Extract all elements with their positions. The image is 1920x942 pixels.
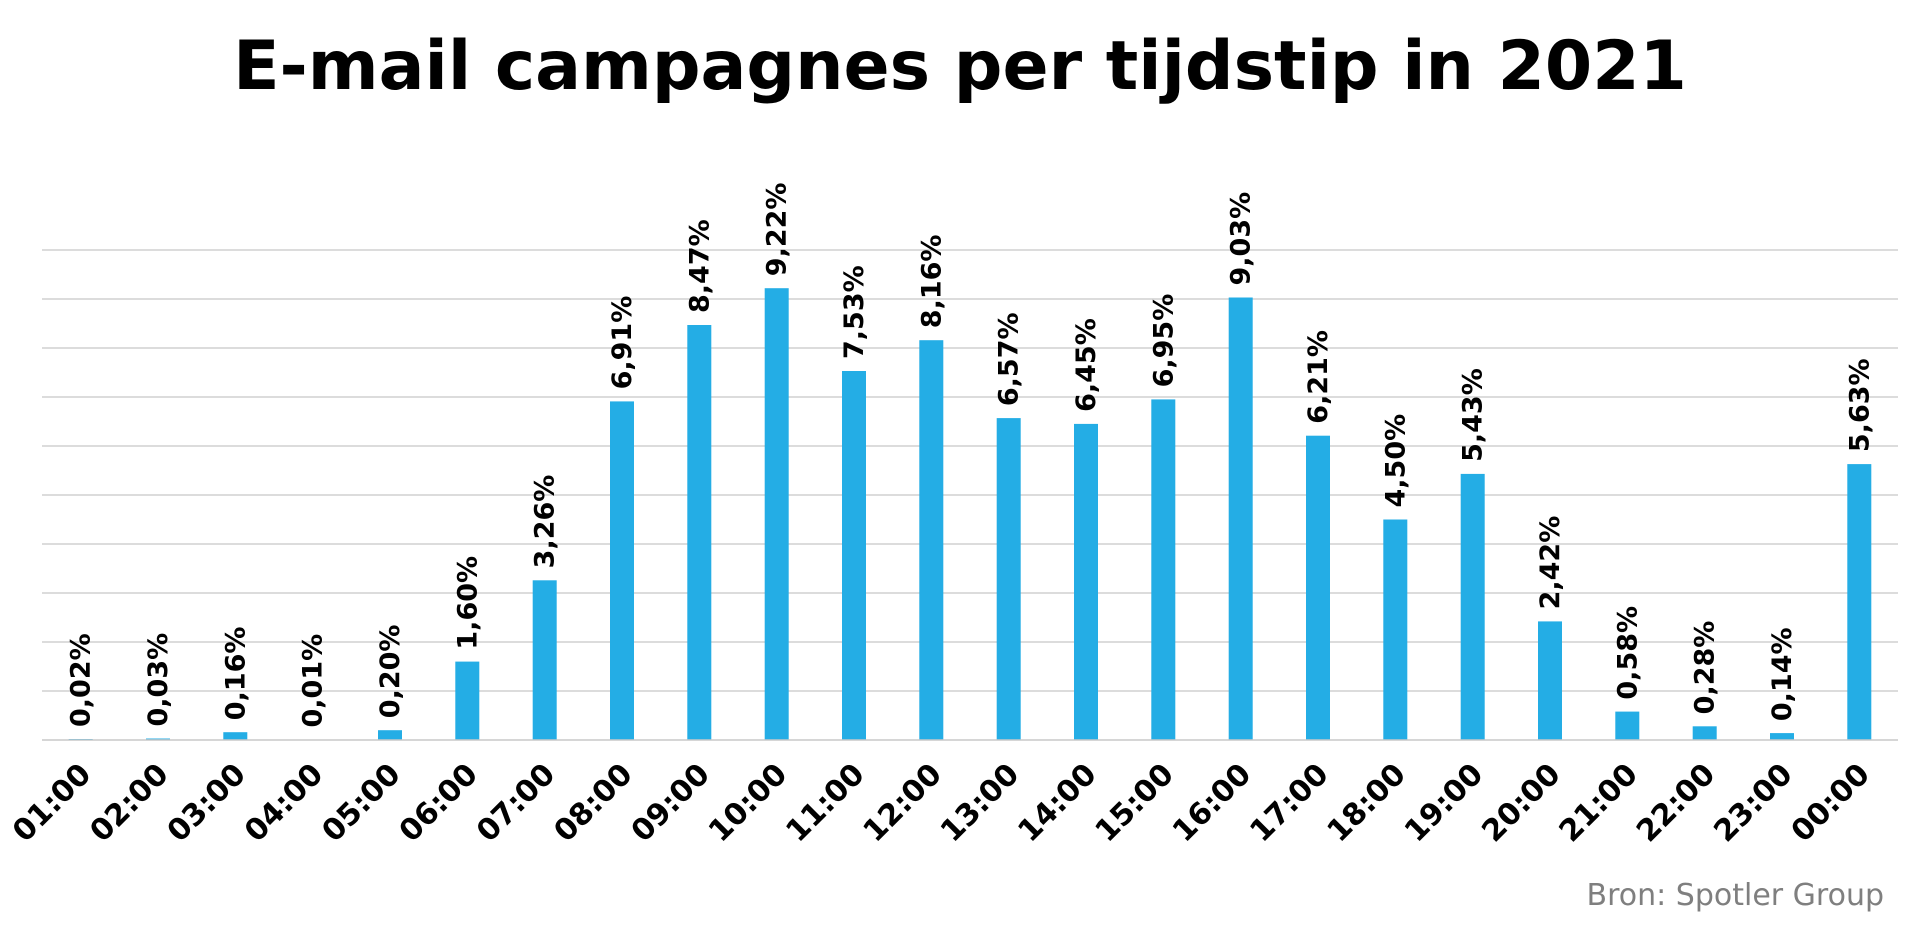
data-label-07:00: 3,26% [530, 475, 561, 569]
bars [68, 288, 1872, 740]
bar-03:00 [223, 732, 248, 740]
x-tick-label-19:00: 19:00 [1398, 757, 1490, 849]
bar-18:00 [1383, 519, 1408, 740]
data-label-13:00: 6,57% [994, 312, 1025, 406]
data-label-11:00: 7,53% [839, 265, 870, 359]
x-tick-label-04:00: 04:00 [238, 757, 330, 849]
data-label-16:00: 9,03% [1226, 192, 1257, 286]
bar-07:00 [532, 580, 557, 740]
x-tick-labels: 01:0002:0003:0004:0005:0006:0007:0008:00… [6, 757, 1877, 849]
x-tick-label-05:00: 05:00 [315, 757, 407, 849]
bar-09:00 [687, 325, 712, 740]
data-label-17:00: 6,21% [1303, 330, 1334, 424]
x-tick-label-03:00: 03:00 [161, 757, 253, 849]
data-label-12:00: 8,16% [916, 235, 947, 329]
x-tick-label-16:00: 16:00 [1166, 757, 1258, 849]
bar-06:00 [455, 661, 480, 740]
data-label-21:00: 0,58% [1612, 606, 1643, 700]
data-label-00:00: 5,63% [1844, 358, 1875, 452]
x-tick-label-08:00: 08:00 [547, 757, 639, 849]
data-label-14:00: 6,45% [1071, 318, 1102, 412]
x-tick-label-06:00: 06:00 [393, 757, 485, 849]
bar-20:00 [1538, 621, 1562, 740]
bar-15:00 [1151, 399, 1176, 740]
bar-17:00 [1306, 435, 1330, 740]
data-label-20:00: 2,42% [1535, 516, 1566, 610]
x-tick-label-11:00: 11:00 [779, 757, 871, 849]
bar-11:00 [842, 371, 866, 740]
x-tick-label-14:00: 14:00 [1011, 757, 1103, 849]
x-tick-label-02:00: 02:00 [83, 757, 175, 849]
bar-22:00 [1692, 726, 1717, 740]
data-label-02:00: 0,03% [143, 633, 174, 727]
data-label-09:00: 8,47% [684, 219, 715, 313]
bar-00:00 [1847, 464, 1872, 740]
bar-19:00 [1460, 473, 1485, 740]
bar-10:00 [764, 288, 789, 740]
chart-title: E-mail campagnes per tijdstip in 2021 [233, 27, 1687, 106]
x-tick-label-10:00: 10:00 [702, 757, 794, 849]
x-tick-label-20:00: 20:00 [1475, 757, 1567, 849]
bar-14:00 [1074, 423, 1098, 740]
data-label-22:00: 0,28% [1690, 621, 1721, 715]
x-tick-label-17:00: 17:00 [1243, 757, 1335, 849]
x-tick-label-23:00: 23:00 [1707, 757, 1799, 849]
data-label-06:00: 1,60% [452, 556, 483, 650]
x-tick-label-12:00: 12:00 [857, 757, 949, 849]
data-label-23:00: 0,14% [1767, 627, 1798, 721]
data-label-04:00: 0,01% [298, 634, 329, 728]
x-tick-label-21:00: 21:00 [1553, 757, 1645, 849]
bar-23:00 [1770, 733, 1794, 740]
data-labels: 0,02% 0,03% 0,16% 0,01% 0,20% 1,60% 3,26% 6,91%… [66, 183, 1876, 728]
x-tick-label-15:00: 15:00 [1089, 757, 1181, 849]
data-label-10:00: 9,22% [762, 183, 793, 277]
source-note: Bron: Spotler Group [1586, 878, 1884, 913]
data-label-15:00: 6,95% [1148, 294, 1179, 388]
gridlines [42, 249, 1898, 692]
bar-21:00 [1615, 711, 1640, 740]
bar-13:00 [996, 418, 1021, 740]
data-label-18:00: 4,50% [1380, 414, 1411, 508]
x-tick-label-07:00: 07:00 [470, 757, 562, 849]
data-label-01:00: 0,02% [66, 633, 97, 727]
bar-05:00 [378, 730, 402, 740]
data-label-08:00: 6,91% [607, 296, 638, 390]
bar-16:00 [1228, 297, 1253, 740]
data-label-19:00: 5,43% [1458, 368, 1489, 462]
x-tick-label-18:00: 18:00 [1321, 757, 1413, 849]
x-tick-label-09:00: 09:00 [625, 757, 717, 849]
bar-08:00 [610, 401, 634, 740]
x-tick-label-22:00: 22:00 [1630, 757, 1722, 849]
data-label-03:00: 0,16% [220, 627, 251, 721]
x-tick-label-00:00: 00:00 [1785, 757, 1877, 849]
bar-12:00 [919, 340, 944, 740]
x-tick-label-01:00: 01:00 [6, 757, 98, 849]
x-tick-label-13:00: 13:00 [934, 757, 1026, 849]
data-label-05:00: 0,20% [375, 625, 406, 719]
